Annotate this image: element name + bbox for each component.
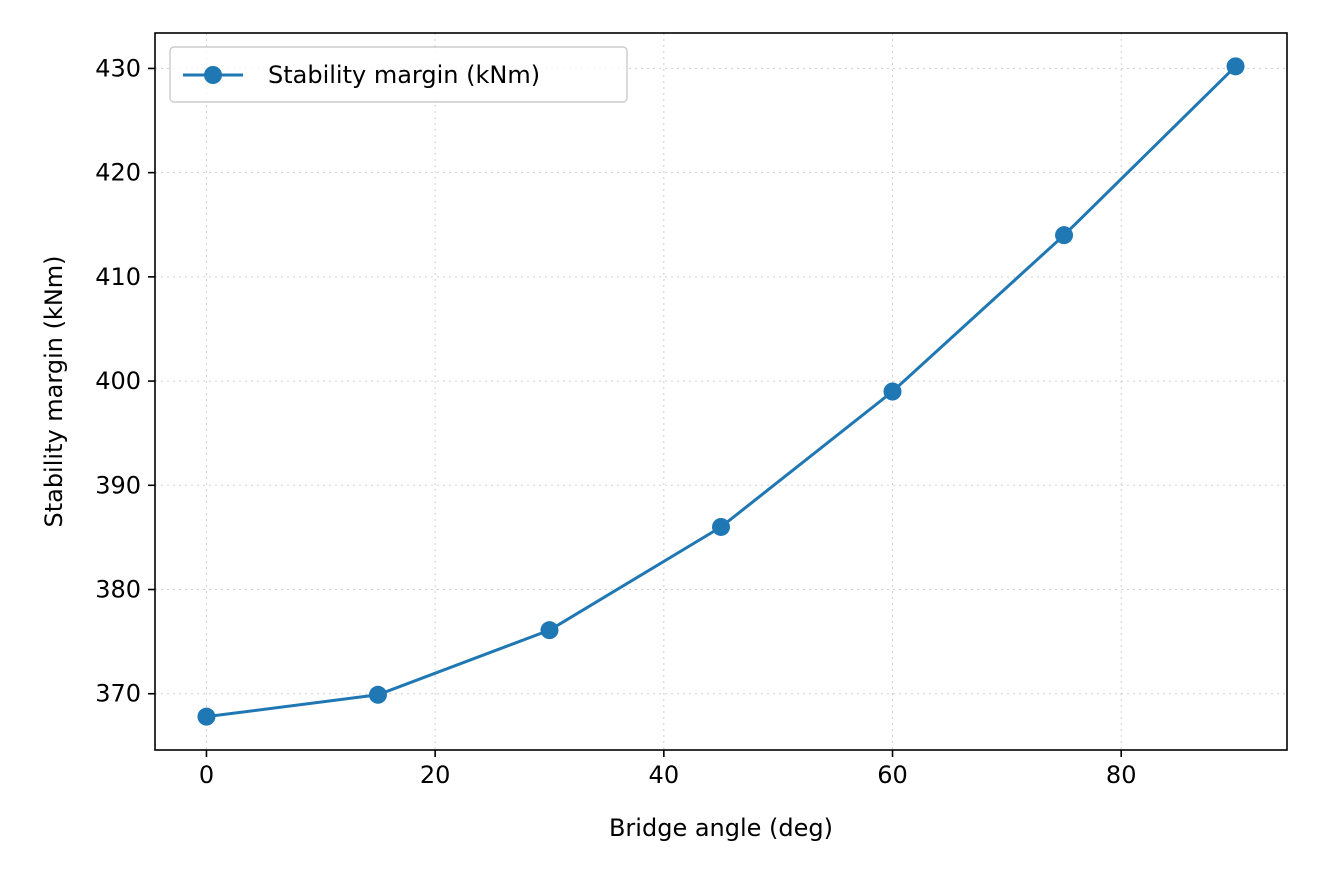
x-tick-label: 40 <box>649 761 680 789</box>
y-tick-label: 400 <box>95 367 141 395</box>
y-tick-label: 370 <box>95 680 141 708</box>
plot-frame <box>154 32 1288 751</box>
legend-marker-swatch <box>204 66 222 84</box>
x-tick-label: 20 <box>420 761 451 789</box>
data-point <box>712 517 730 536</box>
x-tick-label: 0 <box>199 761 214 789</box>
axis-ticks: 0 20 40 60 80 370 380 390 400 410 420 430 <box>95 54 1136 789</box>
y-tick-label: 380 <box>95 576 141 604</box>
legend-label: Stability margin (kNm) <box>268 61 540 89</box>
data-point <box>1055 226 1074 245</box>
y-tick-label: 420 <box>95 159 141 187</box>
data-point <box>197 707 216 726</box>
grid <box>155 33 1287 750</box>
data-point <box>540 621 559 640</box>
y-tick-label: 430 <box>95 54 141 82</box>
y-tick-label: 390 <box>95 471 141 499</box>
x-axis-label: Bridge angle (deg) <box>609 814 833 842</box>
data-point <box>883 382 902 401</box>
y-tick-label: 410 <box>95 263 141 291</box>
y-axis-label: Stability margin (kNm) <box>40 255 68 527</box>
series-line <box>206 65 1237 719</box>
x-tick-label: 80 <box>1106 761 1137 789</box>
series <box>197 57 1245 726</box>
data-point <box>368 685 387 704</box>
x-tick-label: 60 <box>877 761 908 789</box>
legend-box <box>169 46 628 103</box>
data-point <box>1226 57 1245 76</box>
legend: Stability margin (kNm) <box>169 46 628 103</box>
